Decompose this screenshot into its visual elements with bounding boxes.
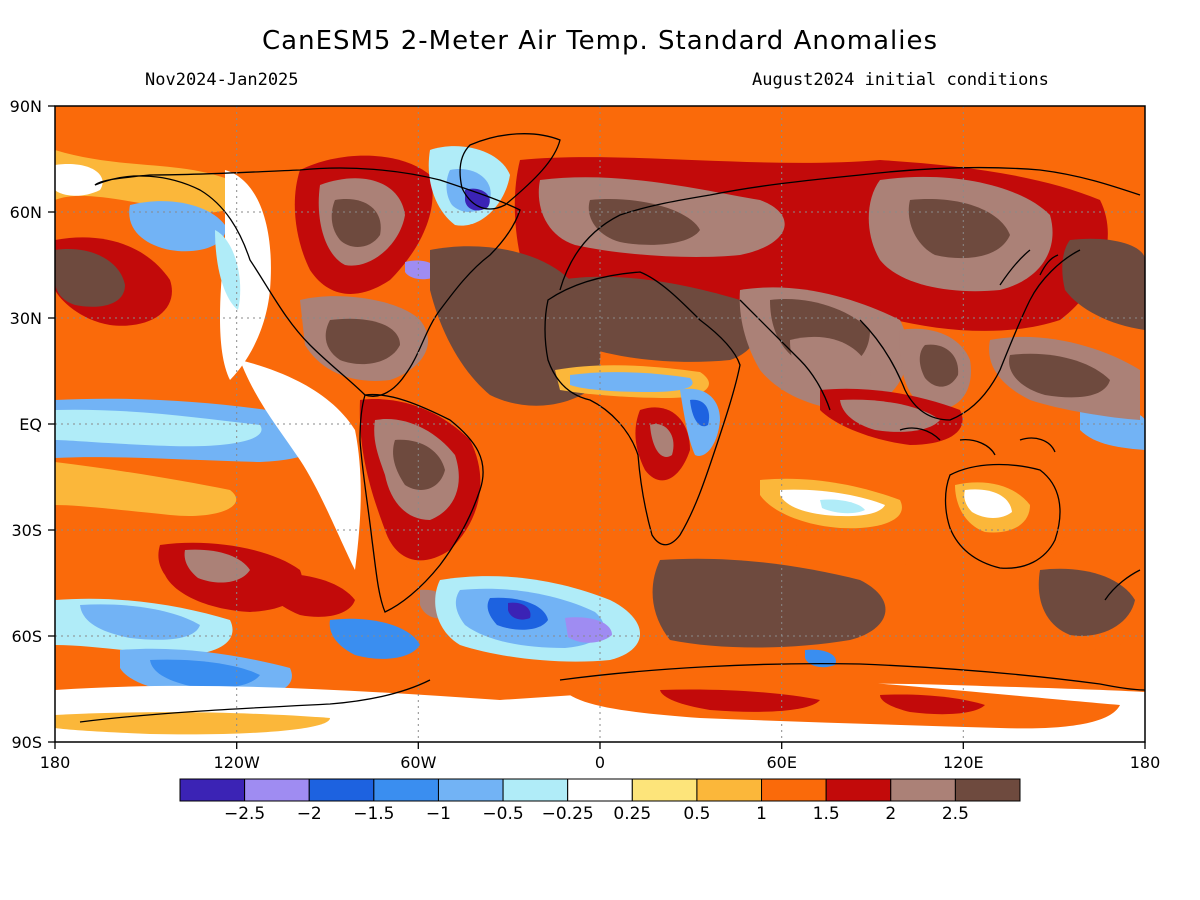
colorbar-swatch	[954, 778, 1021, 802]
colorbar-swatch	[631, 778, 698, 802]
lat-label: 60S	[11, 627, 42, 646]
colorbar-label: 1	[756, 804, 767, 824]
colorbar-swatch	[308, 778, 375, 802]
colorbar-label: 1.5	[813, 804, 840, 824]
colorbar-swatch	[502, 778, 569, 802]
colorbar-label: 2	[885, 804, 896, 824]
colorbar-swatch	[825, 778, 892, 802]
colorbar-swatch	[437, 778, 504, 802]
lon-label: 0	[595, 753, 605, 772]
colorbar-swatch	[890, 778, 956, 802]
colorbar-label: −2.5	[224, 804, 265, 824]
colorbar-label: −2	[297, 804, 322, 824]
longitude-labels: 180 120W 60W 0 60E 120E 180	[40, 753, 1161, 772]
lon-label: 180	[40, 753, 71, 772]
lat-label: 90N	[10, 97, 42, 116]
lat-label: 30S	[11, 521, 42, 540]
colorbar-label: 0.5	[683, 804, 710, 824]
colorbar-label: −0.25	[542, 804, 594, 824]
lon-label: 180	[1130, 753, 1161, 772]
initial-conditions: August2024 initial conditions	[752, 70, 1049, 90]
graticule	[55, 106, 1145, 742]
colorbar-label: 2.5	[942, 804, 969, 824]
colorbar-label: −1.5	[353, 804, 394, 824]
colorbar-label: 0.25	[613, 804, 651, 824]
lat-label: EQ	[19, 415, 42, 434]
lon-label: 120W	[214, 753, 261, 772]
colorbar-swatch	[696, 778, 763, 802]
lon-label: 60E	[766, 753, 796, 772]
map-title: CanESM5 2-Meter Air Temp. Standard Anoma…	[262, 26, 938, 56]
colorbar-label: −0.5	[482, 804, 523, 824]
axis-ticks	[48, 105, 1146, 749]
colorbar: −2.5 −2 −1.5 −1 −0.5 −0.25 0.25 0.5 1 1.5 2 2.5	[179, 778, 1021, 824]
colorbar-swatch	[373, 778, 439, 802]
colorbar-swatch	[179, 778, 246, 802]
colorbar-swatch	[761, 778, 827, 802]
lat-label: 30N	[10, 309, 42, 328]
colorbar-label: −1	[426, 804, 451, 824]
lon-label: 120E	[943, 753, 984, 772]
colorbar-swatch	[244, 778, 310, 802]
coastlines	[79, 133, 1145, 723]
latitude-labels: 90N 60N 30N EQ 30S 60S 90S	[10, 97, 42, 752]
lon-label: 60W	[400, 753, 436, 772]
forecast-period: Nov2024-Jan2025	[145, 70, 299, 90]
lat-label: 90S	[11, 733, 42, 752]
lat-label: 60N	[10, 203, 42, 222]
colorbar-swatch	[567, 778, 633, 802]
